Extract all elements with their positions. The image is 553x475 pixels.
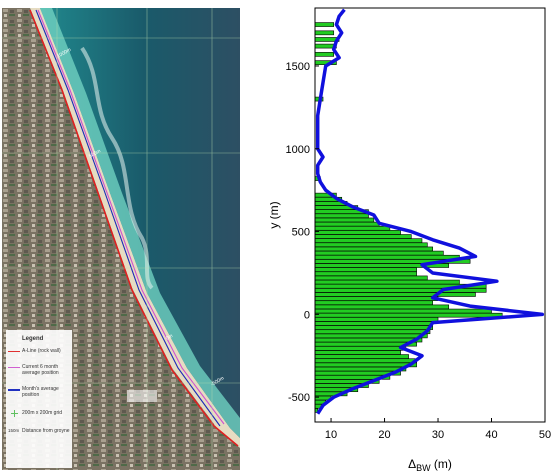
bar <box>314 358 417 364</box>
bar <box>314 366 407 372</box>
y-tick-label: 0 <box>304 309 310 321</box>
bar <box>314 254 460 260</box>
distance-label: 0m <box>165 333 174 342</box>
x-axis-title-unit: (m) <box>431 457 452 471</box>
six-month-average-line <box>37 9 225 425</box>
bar <box>314 22 335 27</box>
x-tick-label: 40 <box>485 429 497 441</box>
bar <box>314 230 401 235</box>
bar <box>314 271 417 277</box>
bar <box>314 321 433 326</box>
bar <box>314 296 439 301</box>
rock-wall-line <box>29 9 239 447</box>
bar <box>314 350 401 355</box>
bar <box>314 221 380 227</box>
bar <box>314 234 412 239</box>
y-tick-label: -500 <box>288 392 310 404</box>
legend-label: Month's average position <box>22 386 59 398</box>
bar <box>314 329 431 335</box>
beach-sand <box>30 8 240 448</box>
bar <box>314 300 433 306</box>
y-tick-label: 500 <box>292 227 310 239</box>
profile-line <box>315 8 545 415</box>
x-tick-label: 20 <box>378 429 390 441</box>
bar <box>314 246 433 252</box>
bar <box>314 213 369 219</box>
bar <box>314 333 428 339</box>
bar <box>314 238 423 243</box>
x-tick-label: 30 <box>432 429 444 441</box>
plot-frame <box>314 7 546 423</box>
legend-swatch <box>8 367 20 368</box>
aerial-photo-panel: 1000m 500m 0m -500m Legend A-Line (rock … <box>2 8 240 470</box>
x-axis-title: ΔBW (m) <box>408 457 452 473</box>
bar <box>314 225 391 231</box>
bar <box>314 292 476 297</box>
bar <box>314 30 335 36</box>
bar <box>314 325 433 330</box>
x-axis-title-sub: BW <box>416 463 431 473</box>
bar <box>314 317 439 322</box>
bar <box>314 337 423 343</box>
bar <box>314 242 428 248</box>
legend-swatch <box>8 351 20 352</box>
groyne-marker <box>127 390 157 402</box>
legend-title: Legend <box>22 336 44 342</box>
bar <box>314 362 417 368</box>
map-legend: Legend A-Line (rock wall) Current 6 mont… <box>6 330 72 468</box>
y-tick-label: 1000 <box>286 144 310 156</box>
bar <box>314 52 335 57</box>
bar <box>314 279 460 285</box>
y-axis: -500 0 500 1000 1500 <box>286 61 319 404</box>
bars-layer <box>314 22 503 413</box>
x-axis: 10 20 30 40 50 <box>325 418 551 441</box>
y-tick-label: 1500 <box>286 61 310 73</box>
legend-label: A-Line (rock wall) <box>22 348 61 354</box>
surf-zone <box>40 8 240 438</box>
legend-label: Distance from groyne <box>22 428 70 434</box>
bar <box>314 308 492 314</box>
bar <box>314 312 503 318</box>
legend-swatch <box>8 389 20 391</box>
bar <box>314 217 375 223</box>
grid-cross-icon <box>11 410 18 417</box>
bar <box>314 346 407 351</box>
bar <box>314 250 444 256</box>
bar <box>314 304 450 310</box>
legend-label: 200m x 200m grid <box>22 410 63 416</box>
month-average-line <box>35 9 221 427</box>
bar <box>314 275 428 281</box>
bar <box>314 354 409 359</box>
x-tick-label: 10 <box>325 429 337 441</box>
bar <box>314 267 417 272</box>
beach-width-chart: 10 20 30 40 50 -500 0 500 1000 1500 y (m) ΔBW (m… <box>270 7 551 473</box>
y-axis-title: y (m) <box>270 201 281 228</box>
x-tick-label: 50 <box>539 429 551 441</box>
legend-label: Current 6 month average position <box>22 364 59 376</box>
x-axis-title-main: Δ <box>408 457 416 471</box>
distance-label: 500m <box>88 148 102 159</box>
bar <box>314 288 487 293</box>
